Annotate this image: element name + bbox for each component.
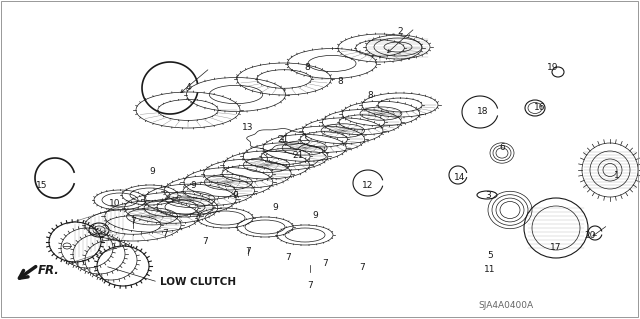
Text: 20: 20: [584, 231, 596, 240]
Text: 7: 7: [322, 259, 328, 269]
Text: 11: 11: [484, 265, 496, 275]
Text: 7: 7: [245, 248, 251, 256]
Text: 7: 7: [130, 218, 136, 226]
Text: 9: 9: [232, 191, 238, 201]
Text: 9: 9: [190, 181, 196, 189]
Text: 7: 7: [285, 254, 291, 263]
Text: 21: 21: [277, 136, 289, 145]
Text: 7: 7: [307, 280, 313, 290]
Text: 9: 9: [272, 203, 278, 211]
Text: FR.: FR.: [38, 263, 60, 277]
Text: 7: 7: [202, 238, 208, 247]
Text: 8: 8: [337, 78, 343, 86]
Text: 19: 19: [547, 63, 559, 72]
Text: 13: 13: [243, 123, 253, 132]
Text: 15: 15: [36, 181, 48, 189]
Text: 21: 21: [292, 152, 304, 160]
Text: SJA4A0400A: SJA4A0400A: [478, 300, 533, 309]
Text: 2: 2: [397, 27, 403, 36]
Text: 5: 5: [487, 250, 493, 259]
Text: 8: 8: [304, 63, 310, 71]
Text: 14: 14: [454, 173, 466, 182]
Text: 16: 16: [534, 102, 546, 112]
Text: 7: 7: [359, 263, 365, 272]
Text: 8: 8: [367, 91, 373, 100]
Text: 9: 9: [149, 167, 155, 176]
Text: 10: 10: [109, 198, 121, 207]
Text: 6: 6: [499, 144, 505, 152]
Text: 9: 9: [312, 211, 318, 219]
Text: LOW CLUTCH: LOW CLUTCH: [160, 277, 236, 287]
Text: 7: 7: [162, 228, 168, 238]
Text: 4: 4: [185, 84, 191, 93]
Text: 12: 12: [362, 181, 374, 189]
Text: 3: 3: [485, 190, 491, 199]
Text: 17: 17: [550, 243, 562, 253]
Text: 1: 1: [614, 170, 620, 180]
Text: 18: 18: [477, 108, 489, 116]
